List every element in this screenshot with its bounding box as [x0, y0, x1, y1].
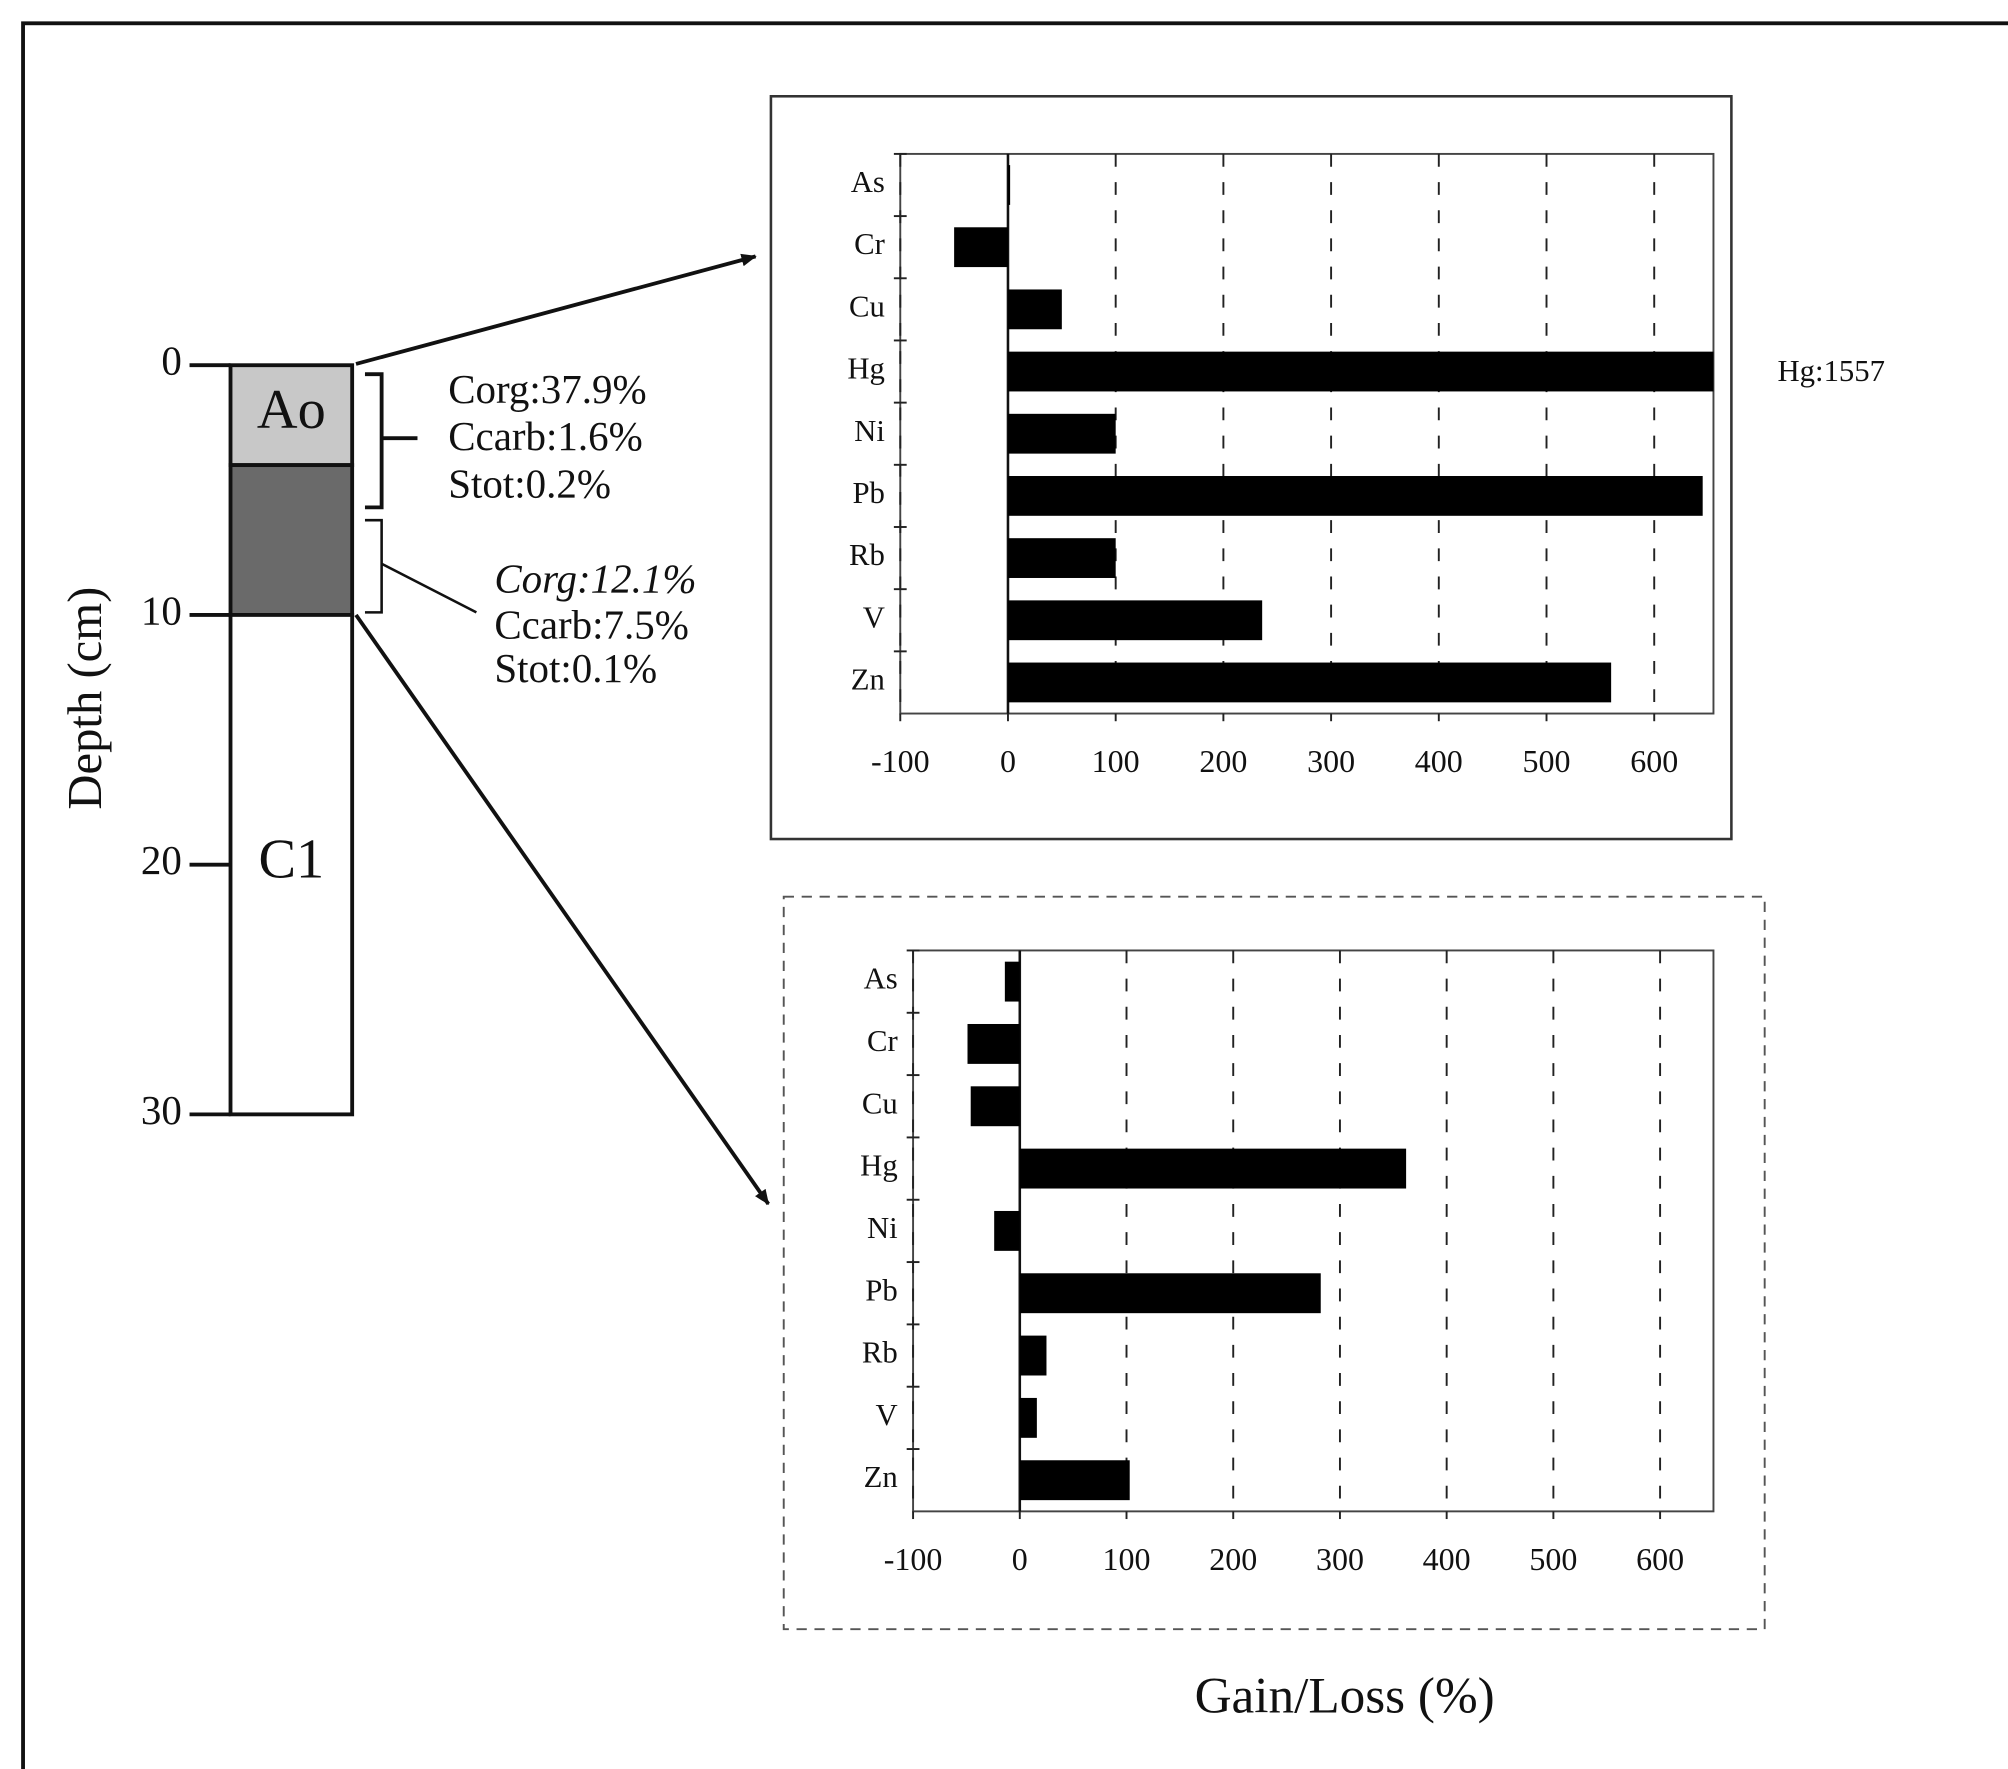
bar — [1007, 476, 1703, 516]
x-tick-label: 500 — [1523, 743, 1571, 779]
y-tick-label: Cr — [854, 227, 885, 261]
bar — [1007, 289, 1062, 330]
x-tick-label: 0 — [1012, 1541, 1028, 1577]
arrow — [354, 613, 770, 1206]
y-tick-label: Ni — [854, 414, 885, 448]
plot-area — [912, 949, 1715, 1513]
bar — [954, 227, 1008, 268]
x-tick-label: 600 — [1630, 743, 1678, 779]
y-tick-label: Ni — [867, 1211, 898, 1245]
y-tick-label: Cr — [867, 1024, 898, 1058]
chart-frame — [769, 95, 1733, 841]
x-tick-label: 500 — [1529, 1541, 1577, 1577]
y-tick-label: 0 — [161, 338, 181, 384]
x-tick-label: 400 — [1423, 1541, 1471, 1577]
y-tick-label: Pb — [852, 476, 884, 510]
y-tick-label: V — [876, 1398, 898, 1432]
horizon-label: C1 — [258, 829, 324, 891]
x-tick-label: 100 — [1103, 1541, 1151, 1577]
horizon-label: Ao — [257, 379, 326, 441]
y-tick-label: As — [864, 962, 898, 996]
y-tick-label: Zn — [864, 1460, 898, 1494]
y-tick-label: Hg — [860, 1149, 898, 1183]
bar — [1019, 1460, 1130, 1501]
y-tick-label: 10 — [141, 587, 182, 633]
y-tick-label: Cu — [849, 289, 885, 323]
chart-frame — [782, 895, 1766, 1631]
bar — [1007, 165, 1011, 205]
y-tick-label: As — [851, 165, 885, 199]
x-tick-label: 0 — [1000, 743, 1016, 779]
horizon — [228, 363, 355, 468]
annotation: Ccarb:7.5% — [494, 601, 689, 647]
horizon — [228, 613, 355, 1117]
annotation: Stot:0.2% — [448, 461, 611, 507]
bar — [994, 1210, 1020, 1251]
y-tick-label: Hg — [847, 352, 885, 386]
annotation: Corg:37.9% — [448, 366, 646, 412]
bar — [970, 1086, 1020, 1127]
bar — [1007, 351, 1714, 392]
x-tick-label: 600 — [1636, 1541, 1684, 1577]
figure-frame — [21, 21, 2008, 1769]
bar — [1019, 1335, 1047, 1376]
bracket — [364, 372, 418, 510]
y-tick-label: 30 — [141, 1087, 182, 1133]
y-tick-label: 20 — [141, 837, 182, 883]
x-tick-label: 300 — [1307, 743, 1355, 779]
y-tick-label: Zn — [851, 662, 885, 696]
annotation: Stot:0.1% — [494, 645, 657, 691]
bar — [1019, 1397, 1037, 1438]
bar — [967, 1023, 1020, 1064]
bar — [1019, 1148, 1407, 1189]
x-tick-label: 200 — [1209, 1541, 1257, 1577]
bar — [1007, 538, 1116, 578]
x-tick-label: -100 — [871, 743, 930, 779]
x-tick-label: -100 — [884, 1541, 943, 1577]
annotation: Ccarb:1.6% — [448, 413, 643, 459]
x-tick-label: 200 — [1199, 743, 1247, 779]
bar — [1019, 1273, 1321, 1314]
x-axis-label: Gain/Loss (%) — [1195, 1668, 1495, 1725]
horizon — [228, 463, 355, 617]
annotation: Corg:12.1% — [494, 555, 696, 601]
bar — [1007, 600, 1263, 641]
arrow — [355, 253, 757, 366]
y-tick-label: Pb — [865, 1273, 897, 1307]
bar — [1004, 961, 1020, 1002]
x-tick-label: 300 — [1316, 1541, 1364, 1577]
x-tick-label: 400 — [1415, 743, 1463, 779]
bar — [1007, 413, 1116, 454]
y-tick-label: Rb — [849, 538, 885, 572]
annotation: Hg:1557 — [1777, 354, 1885, 388]
bar — [1007, 662, 1612, 703]
y-tick-label: Cu — [862, 1086, 898, 1120]
x-tick-label: 100 — [1092, 743, 1140, 779]
y-axis-label: Depth (cm) — [58, 587, 112, 810]
y-tick-label: V — [863, 600, 885, 634]
plot-area — [899, 152, 1715, 715]
y-tick-label: Rb — [862, 1336, 898, 1370]
bracket — [364, 518, 477, 614]
